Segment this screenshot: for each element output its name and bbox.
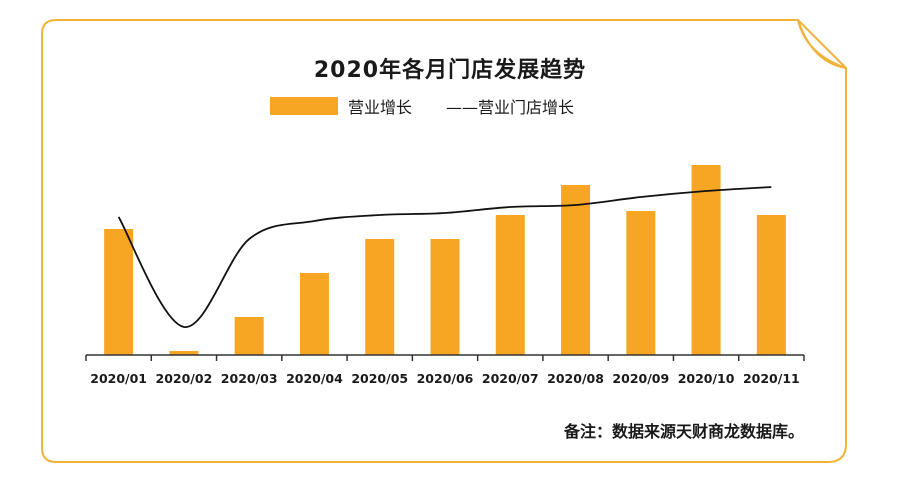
bar-2020-02: [169, 351, 199, 355]
x-tick-label: 2020/01: [90, 371, 147, 386]
x-tick-label: 2020/03: [221, 371, 278, 386]
x-tick-label: 2020/10: [678, 371, 735, 386]
legend-line-name: 营业门店增长: [478, 98, 575, 117]
legend-line-prefix: ——: [446, 98, 479, 117]
bar-2020-01: [104, 229, 134, 355]
chart-title: 2020年各月门店发展趋势: [313, 58, 587, 83]
bar-2020-04: [299, 273, 329, 355]
bar-2020-05: [365, 239, 395, 355]
footnote: 备注：数据来源天财商龙数据库。: [563, 422, 804, 441]
x-tick-label: 2020/06: [417, 371, 474, 386]
x-tick-label: 2020/07: [482, 371, 539, 386]
legend-bar-swatch: [270, 97, 338, 115]
legend-line-label: ——营业门店增长: [446, 94, 574, 118]
bar-2020-07: [495, 215, 525, 355]
x-tick-label: 2020/09: [612, 371, 669, 386]
series-line-store-growth: [117, 186, 772, 328]
bar-2020-11: [756, 215, 786, 355]
legend-bar-label: 营业增长: [348, 98, 413, 117]
bar-2020-03: [234, 317, 264, 355]
bar-2020-09: [626, 211, 656, 355]
x-tick-label: 2020/04: [286, 371, 343, 386]
x-tick-label: 2020/11: [743, 371, 800, 386]
x-tick-label: 2020/05: [351, 371, 408, 386]
bar-2020-08: [561, 185, 591, 355]
bar-2020-10: [691, 165, 721, 355]
x-tick-label: 2020/08: [547, 371, 604, 386]
bar-2020-06: [430, 239, 460, 355]
legend: 营业增长 ——营业门店增长: [270, 94, 574, 118]
x-tick-label: 2020/02: [156, 371, 213, 386]
